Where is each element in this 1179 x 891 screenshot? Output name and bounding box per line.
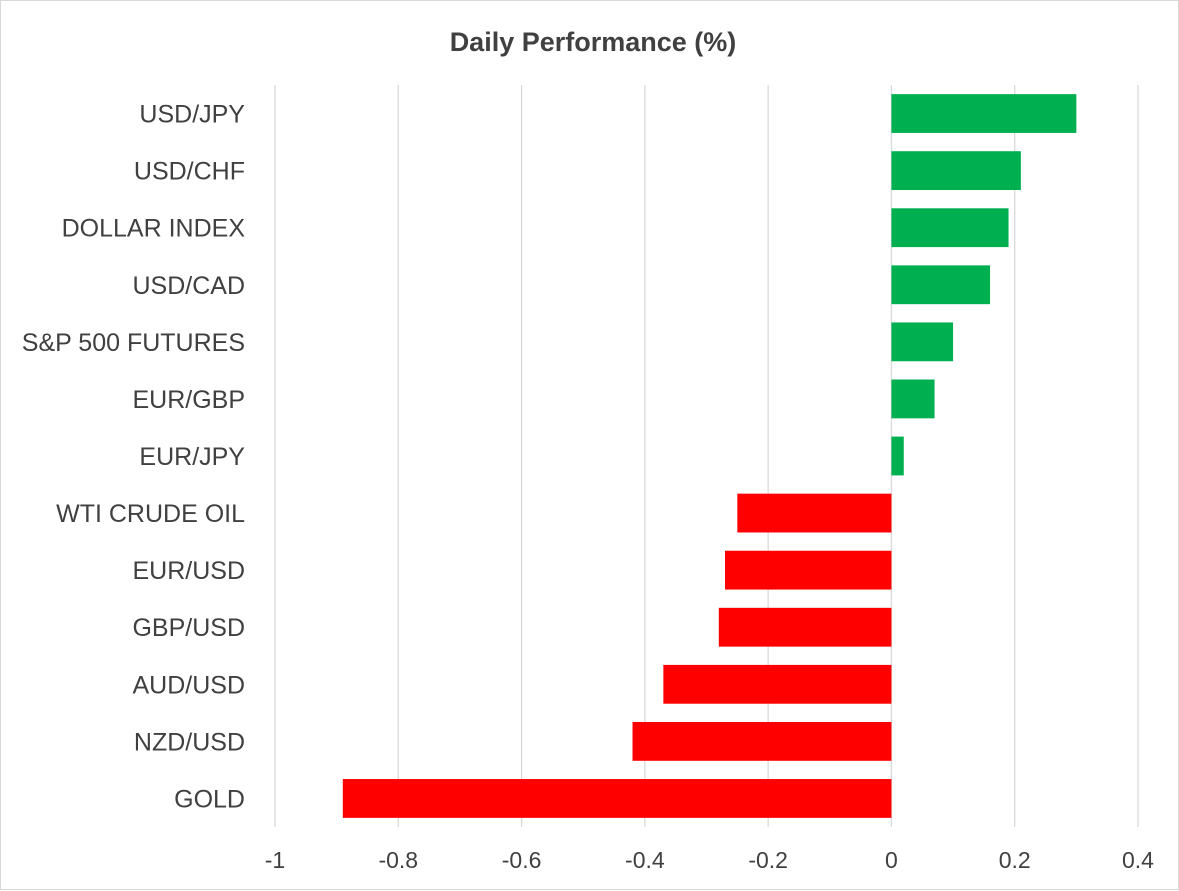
category-label-5: EUR/GBP <box>132 386 245 414</box>
category-label-9: GBP/USD <box>132 614 245 642</box>
bar-10 <box>663 664 892 704</box>
bar-0 <box>891 94 1077 133</box>
category-label-7: WTI CRUDE OIL <box>56 500 245 528</box>
bars <box>342 94 1077 818</box>
x-tick-label-4: -0.2 <box>748 847 788 873</box>
category-label-1: USD/CHF <box>134 158 245 186</box>
bar-6 <box>891 436 904 476</box>
bar-5 <box>891 379 935 419</box>
bar-9 <box>718 607 892 647</box>
x-tick-label-1: -0.8 <box>378 847 418 873</box>
category-label-6: EUR/JPY <box>139 443 245 471</box>
bar-1 <box>891 151 1021 191</box>
bar-11 <box>632 721 892 761</box>
category-label-10: AUD/USD <box>132 671 245 699</box>
category-label-12: GOLD <box>174 785 245 813</box>
x-tick-label-7: 0.4 <box>1122 847 1154 873</box>
bar-12 <box>342 779 892 818</box>
x-tick-label-2: -0.6 <box>502 847 542 873</box>
category-label-8: EUR/USD <box>132 557 245 585</box>
bar-2 <box>891 208 1009 248</box>
x-tick-label-6: 0.2 <box>999 847 1031 873</box>
category-labels: USD/JPY USD/CHF DOLLAR INDEX USD/CAD S&P 500… <box>22 101 246 814</box>
bar-4 <box>891 322 954 362</box>
gridlines <box>274 85 1139 827</box>
category-label-11: NZD/USD <box>134 728 245 756</box>
category-label-3: USD/CAD <box>132 272 245 300</box>
x-tick-label-0: -1 <box>265 847 285 873</box>
x-tick-label-5: 0 <box>885 847 898 873</box>
category-label-2: DOLLAR INDEX <box>62 215 246 243</box>
bar-7 <box>737 493 892 533</box>
bar-8 <box>724 550 892 590</box>
x-tick-label-3: -0.4 <box>625 847 665 873</box>
chart-title: Daily Performance (%) <box>450 27 737 57</box>
category-label-0: USD/JPY <box>139 101 245 129</box>
x-tick-labels: -1 -0.8 -0.6 -0.4 -0.2 0 0.2 0.4 <box>265 847 1154 873</box>
bar-3 <box>891 265 991 305</box>
category-label-4: S&P 500 FUTURES <box>22 329 245 357</box>
